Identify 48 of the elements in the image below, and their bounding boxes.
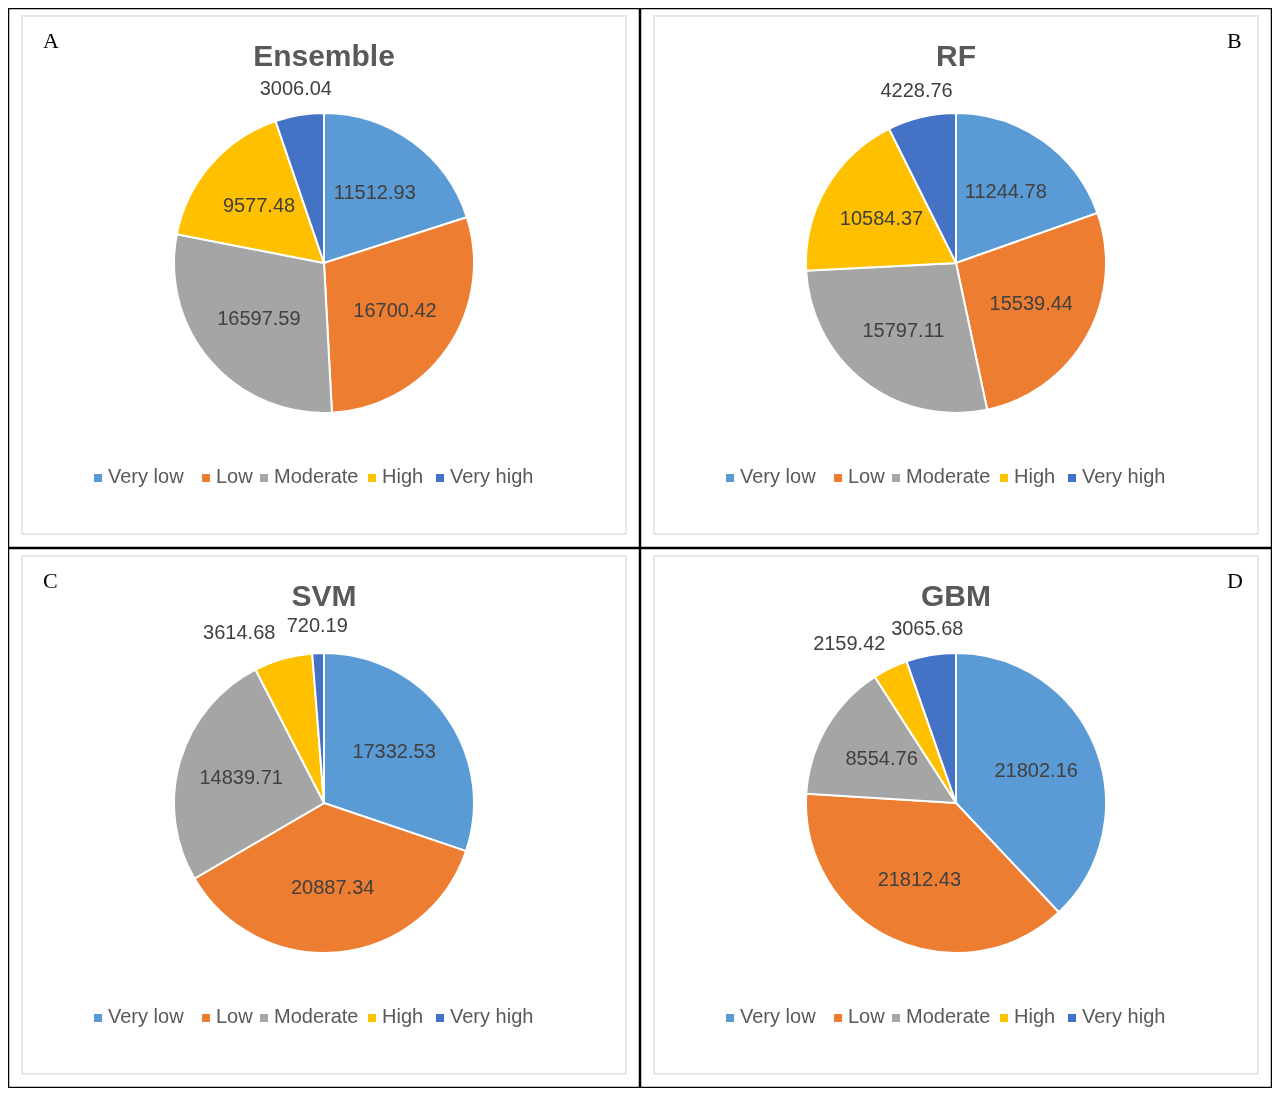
- legend-label: High: [382, 1005, 424, 1028]
- legend-label: Moderate: [906, 465, 991, 488]
- data-label: 3065.68: [891, 616, 964, 639]
- text: C: [43, 568, 58, 593]
- data-label: 14839.71: [199, 766, 283, 789]
- legend-label: Very low: [108, 1005, 185, 1028]
- data-label: 10584.37: [839, 206, 924, 229]
- chart-title: RF: [936, 39, 976, 72]
- legend-label: Moderate: [274, 1005, 359, 1028]
- legend-label: Very high: [450, 465, 534, 488]
- data-label: 21812.43: [877, 868, 962, 891]
- data-label: 720.19: [286, 614, 348, 637]
- data-label: 2159.42: [813, 631, 886, 654]
- legend-label: Low: [216, 465, 254, 488]
- data-label: 21802.16: [994, 758, 1078, 781]
- data-label: 20887.34: [290, 876, 375, 899]
- data-label: 9577.48: [222, 193, 296, 216]
- chart-title: SVM: [291, 579, 357, 612]
- legend-label: High: [1014, 465, 1056, 488]
- data-label: 17332.53: [352, 740, 436, 763]
- legend-label: High: [382, 465, 424, 488]
- legend-label: Very high: [1082, 1005, 1166, 1028]
- legend-label: Very high: [1082, 465, 1166, 488]
- legend-label: Moderate: [906, 1005, 991, 1028]
- legend-label: High: [1014, 1005, 1056, 1028]
- data-label: 16700.42: [353, 299, 437, 322]
- data-label: 3614.68: [203, 620, 276, 643]
- chart-title: GBM: [921, 579, 991, 612]
- text: A: [43, 28, 59, 53]
- data-label: 16597.59: [217, 306, 301, 329]
- legend-label: Very high: [450, 1005, 534, 1028]
- legend-label: Very low: [740, 1005, 817, 1028]
- data-label: 11244.78: [964, 179, 1047, 202]
- data-label: 3006.04: [259, 76, 332, 99]
- data-label: 8554.76: [845, 746, 918, 769]
- data-label: 15539.44: [989, 292, 1073, 315]
- data-label: 11512.93: [333, 180, 416, 203]
- text: B: [1227, 28, 1242, 53]
- legend-label: Low: [848, 465, 886, 488]
- data-label: 15797.11: [862, 318, 945, 341]
- chart-title: Ensemble: [253, 39, 395, 72]
- text: D: [1227, 568, 1243, 593]
- legend-label: Very low: [740, 465, 817, 488]
- legend-label: Low: [848, 1005, 886, 1028]
- legend-label: Very low: [108, 465, 185, 488]
- legend-label: Low: [216, 1005, 254, 1028]
- legend-label: Moderate: [274, 465, 359, 488]
- data-label: 4228.76: [880, 78, 953, 101]
